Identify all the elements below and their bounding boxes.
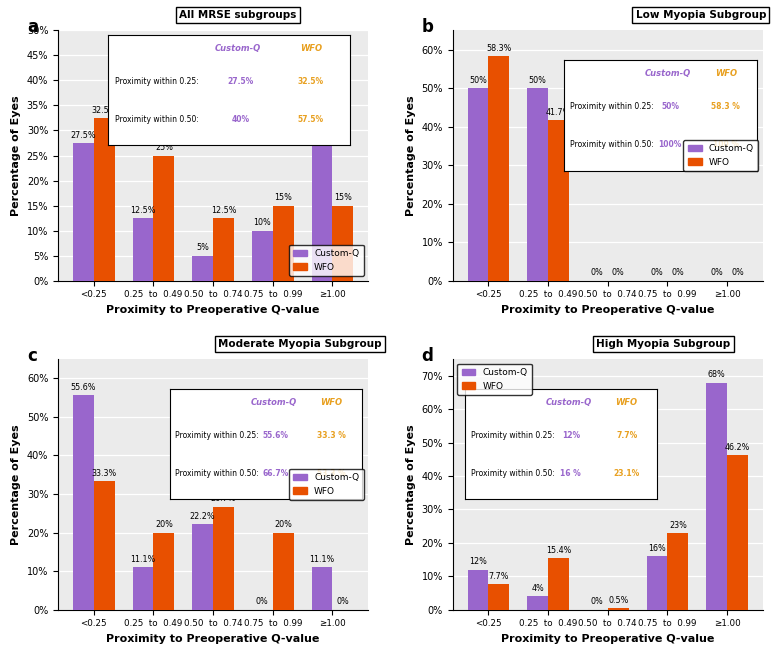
Text: 50%: 50% — [528, 76, 546, 84]
Bar — [488, 584, 510, 610]
X-axis label: Proximity to Preoperative Q-value: Proximity to Preoperative Q-value — [501, 305, 714, 315]
Text: 16%: 16% — [648, 544, 666, 553]
Bar — [608, 608, 629, 610]
Bar — [528, 596, 548, 610]
Text: High Myopia Subgroup: High Myopia Subgroup — [597, 339, 731, 349]
Bar — [727, 455, 748, 610]
Text: a: a — [27, 18, 38, 36]
Text: 5%: 5% — [196, 244, 209, 252]
Text: 0%: 0% — [651, 269, 663, 278]
Text: 0%: 0% — [591, 597, 604, 607]
Text: 32.5%: 32.5% — [92, 105, 117, 115]
Bar — [467, 88, 488, 281]
Bar — [528, 88, 548, 281]
Text: Low Myopia Subgroup: Low Myopia Subgroup — [636, 10, 766, 20]
Text: 0%: 0% — [591, 269, 604, 278]
Bar — [548, 120, 569, 281]
Legend: Custom-Q, WFO: Custom-Q, WFO — [289, 245, 364, 276]
Text: 55.6%: 55.6% — [71, 383, 96, 392]
Text: 12.5%: 12.5% — [130, 206, 156, 215]
Text: 22.2%: 22.2% — [190, 512, 216, 521]
Legend: Custom-Q, WFO: Custom-Q, WFO — [457, 364, 532, 395]
Bar — [311, 55, 332, 281]
Text: 20%: 20% — [155, 520, 172, 529]
Bar — [192, 524, 213, 610]
Bar — [213, 218, 234, 281]
Text: 0%: 0% — [256, 597, 269, 607]
Text: 46.2%: 46.2% — [725, 443, 750, 452]
Text: 27.5%: 27.5% — [71, 131, 96, 140]
Bar — [154, 533, 174, 610]
Text: 11.1%: 11.1% — [130, 555, 156, 563]
Bar — [132, 567, 154, 610]
Text: 15%: 15% — [274, 193, 292, 202]
Text: 68%: 68% — [708, 370, 725, 379]
Text: 0.5%: 0.5% — [608, 595, 629, 605]
Bar — [192, 255, 213, 281]
Text: Moderate Myopia Subgroup: Moderate Myopia Subgroup — [218, 339, 382, 349]
Legend: Custom-Q, WFO: Custom-Q, WFO — [684, 140, 758, 171]
Text: 50%: 50% — [469, 76, 487, 84]
Text: c: c — [27, 346, 37, 365]
Text: 41.7%: 41.7% — [546, 108, 572, 117]
Bar — [73, 396, 94, 610]
Bar — [332, 206, 354, 281]
Text: 0%: 0% — [672, 269, 684, 278]
Text: 4%: 4% — [532, 584, 544, 593]
Bar — [252, 231, 273, 281]
X-axis label: Proximity to Preoperative Q-value: Proximity to Preoperative Q-value — [501, 634, 714, 644]
Y-axis label: Percentage of Eyes: Percentage of Eyes — [11, 95, 21, 215]
Text: 0%: 0% — [612, 269, 625, 278]
Text: 23%: 23% — [669, 521, 687, 529]
Bar — [706, 383, 727, 610]
Text: 12%: 12% — [469, 557, 487, 567]
Bar — [273, 533, 294, 610]
Text: 45%: 45% — [313, 43, 331, 52]
Text: d: d — [422, 346, 434, 365]
Text: 10%: 10% — [253, 218, 271, 227]
Bar — [647, 556, 667, 610]
Y-axis label: Percentage of Eyes: Percentage of Eyes — [406, 95, 416, 215]
Text: 11.1%: 11.1% — [310, 555, 335, 563]
Y-axis label: Percentage of Eyes: Percentage of Eyes — [406, 424, 416, 545]
Text: 15.4%: 15.4% — [546, 546, 572, 555]
Text: 0%: 0% — [710, 269, 723, 278]
Text: 7.7%: 7.7% — [488, 572, 509, 580]
X-axis label: Proximity to Preoperative Q-value: Proximity to Preoperative Q-value — [107, 634, 320, 644]
X-axis label: Proximity to Preoperative Q-value: Proximity to Preoperative Q-value — [107, 305, 320, 315]
Text: 25%: 25% — [155, 143, 173, 152]
Bar — [94, 118, 114, 281]
Y-axis label: Percentage of Eyes: Percentage of Eyes — [11, 424, 21, 545]
Text: 58.3%: 58.3% — [486, 44, 512, 53]
Text: 0%: 0% — [731, 269, 744, 278]
Text: 0%: 0% — [336, 597, 349, 607]
Bar — [132, 218, 154, 281]
Bar — [73, 143, 94, 281]
Text: 15%: 15% — [334, 193, 352, 202]
Text: All MRSE subgroups: All MRSE subgroups — [180, 10, 296, 20]
Bar — [94, 481, 114, 610]
Bar — [548, 558, 569, 610]
Bar — [154, 155, 174, 281]
Legend: Custom-Q, WFO: Custom-Q, WFO — [289, 468, 364, 500]
Text: 33.3%: 33.3% — [92, 469, 117, 478]
Bar — [311, 567, 332, 610]
Text: 26.7%: 26.7% — [211, 495, 236, 504]
Bar — [213, 507, 234, 610]
Bar — [488, 56, 510, 281]
Text: b: b — [422, 18, 434, 36]
Text: 20%: 20% — [274, 520, 292, 529]
Bar — [467, 570, 488, 610]
Text: 12.5%: 12.5% — [211, 206, 236, 215]
Bar — [667, 533, 688, 610]
Bar — [273, 206, 294, 281]
